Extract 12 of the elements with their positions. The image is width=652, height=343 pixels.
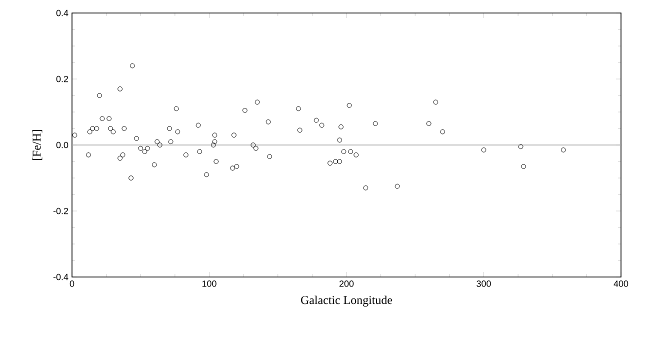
- x-tick-label: 400: [614, 280, 628, 287]
- y-tick-label: 0.2: [56, 76, 68, 82]
- x-tick-label: 0: [70, 280, 74, 287]
- y-axis-title: [Fe/H]: [32, 130, 42, 160]
- x-tick-label: 200: [339, 280, 354, 287]
- x-tick-label: 100: [202, 280, 216, 287]
- x-tick-label: 300: [476, 280, 491, 287]
- y-tick-label: 0.0: [56, 142, 68, 148]
- x-axis-title: Galactic Longitude: [301, 296, 392, 307]
- y-tick-label: 0.4: [56, 10, 68, 16]
- y-tick-label: -0.2: [53, 208, 68, 214]
- y-tick-label: -0.4: [53, 274, 68, 280]
